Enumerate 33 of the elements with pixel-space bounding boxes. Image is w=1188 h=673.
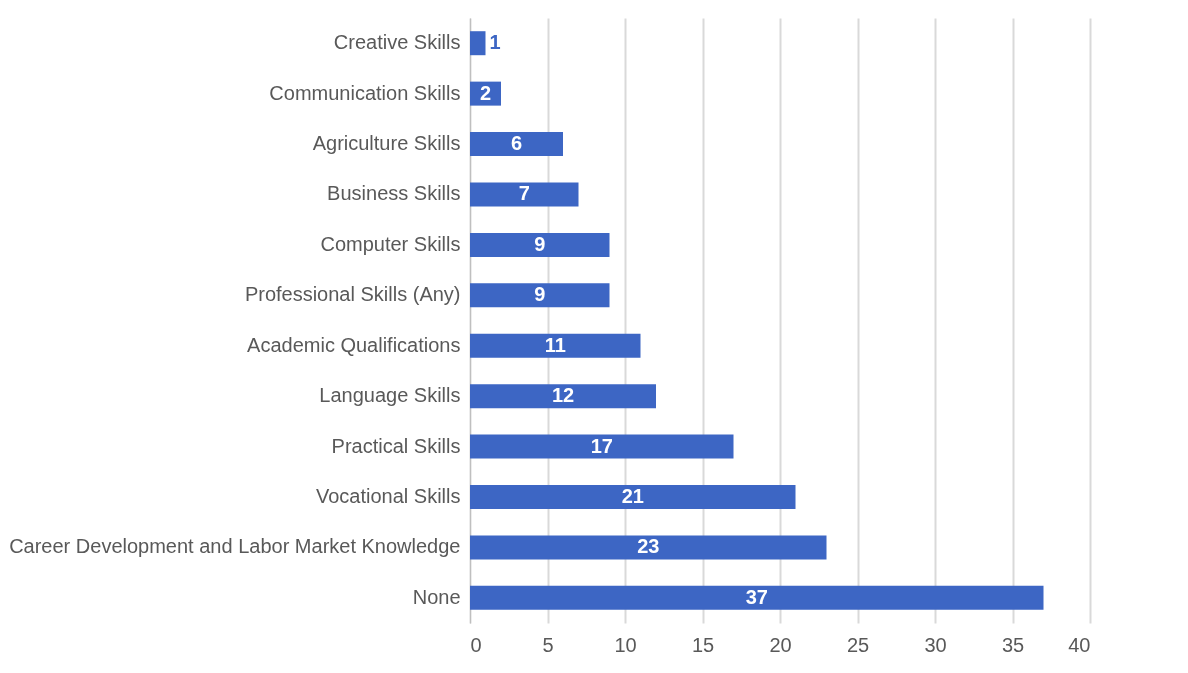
x-tick-label: 40 <box>1068 633 1091 656</box>
data-label: 11 <box>544 333 566 356</box>
y-tick-label: Computer Skills <box>320 232 461 255</box>
x-tick-label: 25 <box>846 633 870 656</box>
y-tick-label: Vocational Skills <box>315 484 461 507</box>
y-tick-label: Business Skills <box>327 182 461 205</box>
data-label: 9 <box>534 232 546 255</box>
data-label: 1 <box>489 31 501 54</box>
y-tick-label: Agriculture Skills <box>312 132 461 155</box>
x-tick-label: 30 <box>924 633 947 656</box>
y-tick-label: Career Development and Labor Market Knowledge <box>9 535 461 558</box>
data-label: 6 <box>510 132 523 155</box>
data-label: 7 <box>518 182 530 205</box>
x-tick-label: 0 <box>470 633 482 656</box>
x-tick-label: 5 <box>542 633 554 656</box>
data-label: 9 <box>534 283 546 306</box>
data-label: 37 <box>745 585 768 608</box>
y-tick-label: Creative Skills <box>333 31 461 54</box>
x-tick-label: 15 <box>691 633 715 656</box>
data-label: 12 <box>551 384 575 407</box>
data-label: 23 <box>637 535 660 558</box>
y-tick-label: Language Skills <box>319 384 461 407</box>
y-tick-label: Communication Skills <box>269 81 461 104</box>
data-label: 17 <box>590 434 613 457</box>
y-tick-label: None <box>412 585 461 608</box>
y-tick-label: Practical Skills <box>331 434 461 457</box>
y-tick-label: Professional Skills (Any) <box>244 283 461 306</box>
x-tick-label: 35 <box>1001 633 1025 656</box>
data-label: 21 <box>621 484 644 507</box>
x-tick-label: 20 <box>769 633 792 656</box>
data-label: 2 <box>479 81 492 104</box>
x-tick-label: 10 <box>614 633 637 656</box>
y-tick-label: Academic Qualifications <box>247 333 461 356</box>
